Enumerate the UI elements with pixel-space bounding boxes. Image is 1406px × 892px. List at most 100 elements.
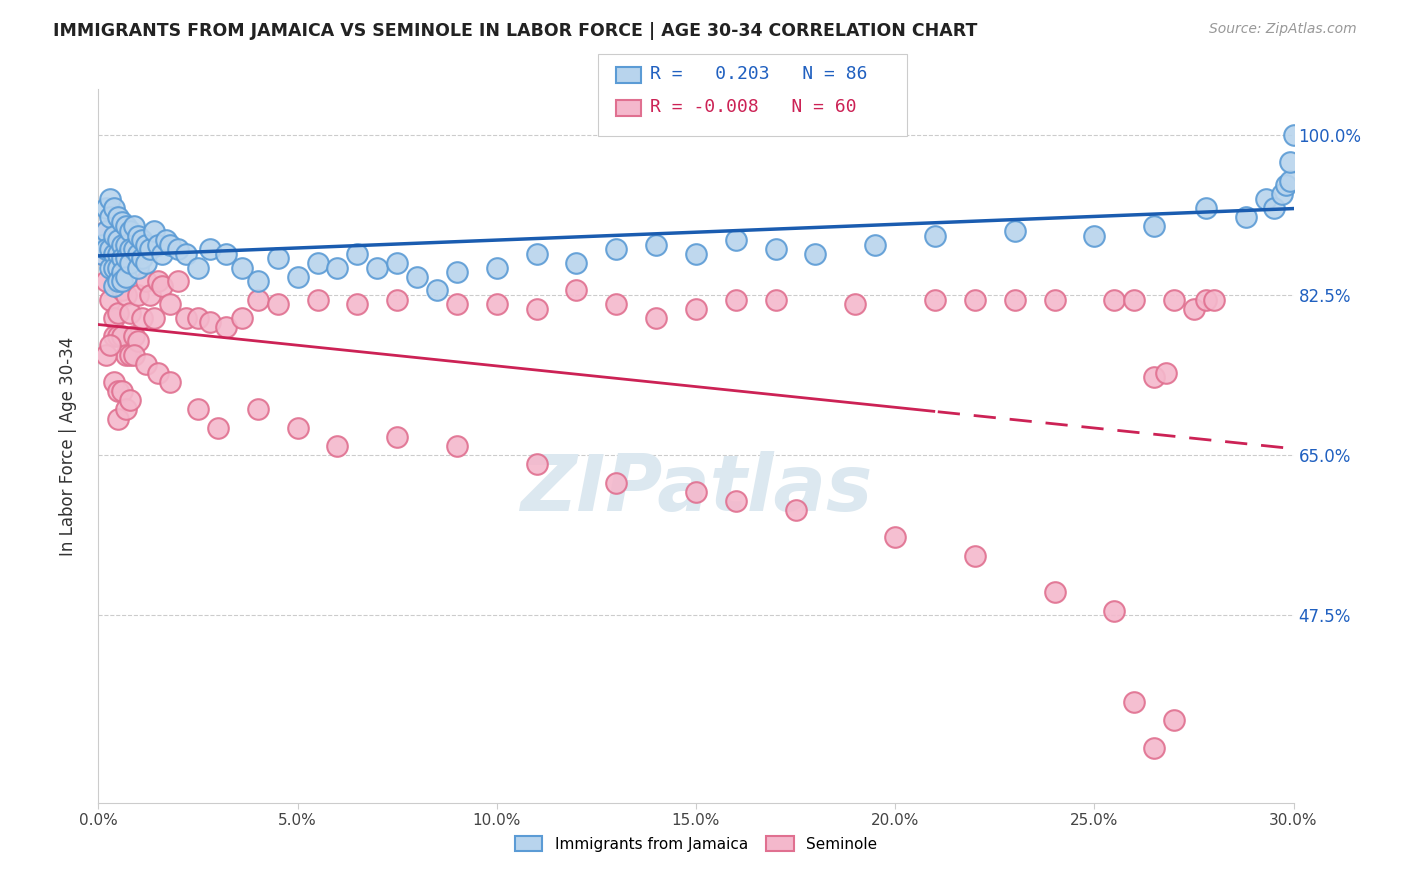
Text: ZIPatlas: ZIPatlas bbox=[520, 450, 872, 527]
Point bbox=[124, 347, 146, 361]
Point bbox=[107, 211, 129, 225]
Text: R =   0.203   N = 86: R = 0.203 N = 86 bbox=[650, 65, 868, 83]
Point bbox=[346, 247, 368, 261]
Point bbox=[526, 247, 548, 261]
Point bbox=[159, 375, 181, 389]
Point bbox=[446, 265, 468, 279]
Point bbox=[485, 297, 508, 311]
Point bbox=[865, 237, 887, 252]
Point bbox=[198, 242, 221, 256]
Point bbox=[135, 237, 157, 252]
Point bbox=[1263, 201, 1285, 215]
Point bbox=[135, 256, 157, 270]
Point bbox=[366, 260, 388, 275]
Point bbox=[267, 252, 290, 266]
Point bbox=[115, 219, 138, 234]
Point bbox=[127, 247, 149, 261]
Point bbox=[127, 260, 149, 275]
Point bbox=[685, 247, 707, 261]
Point bbox=[131, 310, 153, 325]
Point bbox=[246, 293, 269, 307]
Legend: Immigrants from Jamaica, Seminole: Immigrants from Jamaica, Seminole bbox=[508, 828, 884, 859]
Point bbox=[111, 384, 134, 398]
Point bbox=[131, 252, 153, 266]
Point bbox=[1202, 293, 1225, 307]
Point bbox=[1004, 293, 1026, 307]
Point bbox=[187, 402, 209, 417]
Point bbox=[187, 260, 209, 275]
Point bbox=[198, 316, 221, 330]
Point bbox=[724, 233, 747, 247]
Point bbox=[124, 242, 146, 256]
Point bbox=[215, 320, 238, 334]
Text: R = -0.008   N = 60: R = -0.008 N = 60 bbox=[650, 98, 856, 116]
Point bbox=[167, 274, 190, 288]
Point bbox=[526, 458, 548, 472]
Point bbox=[120, 306, 142, 320]
Point bbox=[96, 347, 118, 361]
Point bbox=[115, 288, 138, 302]
Point bbox=[91, 237, 114, 252]
Point bbox=[111, 265, 134, 279]
Point bbox=[1004, 224, 1026, 238]
Point bbox=[98, 211, 122, 225]
Point bbox=[148, 274, 170, 288]
Point bbox=[287, 269, 309, 284]
Point bbox=[1143, 740, 1166, 755]
Point bbox=[246, 274, 269, 288]
Text: IMMIGRANTS FROM JAMAICA VS SEMINOLE IN LABOR FORCE | AGE 30-34 CORRELATION CHART: IMMIGRANTS FROM JAMAICA VS SEMINOLE IN L… bbox=[53, 22, 977, 40]
Point bbox=[1123, 293, 1146, 307]
Point bbox=[385, 430, 409, 444]
Point bbox=[565, 256, 588, 270]
Point bbox=[98, 242, 122, 256]
Point bbox=[1043, 293, 1066, 307]
Point bbox=[307, 256, 329, 270]
Point bbox=[645, 237, 668, 252]
Point bbox=[98, 192, 122, 206]
Point bbox=[446, 439, 468, 453]
Point bbox=[98, 260, 122, 275]
Point bbox=[107, 265, 129, 279]
Point bbox=[98, 338, 122, 352]
Point bbox=[804, 247, 827, 261]
Point bbox=[103, 256, 125, 270]
Point bbox=[174, 310, 197, 325]
Point bbox=[120, 242, 142, 256]
Point bbox=[406, 269, 429, 284]
Point bbox=[215, 247, 238, 261]
Point bbox=[326, 439, 349, 453]
Point bbox=[96, 224, 118, 238]
Point bbox=[765, 242, 787, 256]
Point bbox=[127, 288, 149, 302]
Point bbox=[131, 233, 153, 247]
Point bbox=[526, 301, 548, 316]
Point bbox=[167, 242, 190, 256]
Point bbox=[267, 297, 290, 311]
Point bbox=[1182, 301, 1205, 316]
Point bbox=[1278, 174, 1301, 188]
Point bbox=[287, 420, 309, 434]
Point bbox=[605, 475, 627, 490]
Point bbox=[111, 284, 134, 298]
Point bbox=[385, 293, 409, 307]
Point bbox=[1271, 187, 1294, 202]
Point bbox=[187, 310, 209, 325]
Point bbox=[103, 375, 125, 389]
Point bbox=[111, 237, 134, 252]
Point bbox=[207, 420, 229, 434]
Point bbox=[124, 329, 146, 343]
Point bbox=[115, 269, 138, 284]
Point bbox=[103, 201, 125, 215]
Point bbox=[150, 247, 173, 261]
Point bbox=[1282, 128, 1305, 142]
Point bbox=[103, 228, 125, 243]
Point bbox=[724, 494, 747, 508]
Point bbox=[159, 237, 181, 252]
Point bbox=[96, 242, 118, 256]
Point bbox=[115, 237, 138, 252]
Point bbox=[148, 237, 170, 252]
Point bbox=[1163, 293, 1185, 307]
Point bbox=[963, 549, 986, 563]
Point bbox=[765, 293, 787, 307]
Point bbox=[1123, 695, 1146, 709]
